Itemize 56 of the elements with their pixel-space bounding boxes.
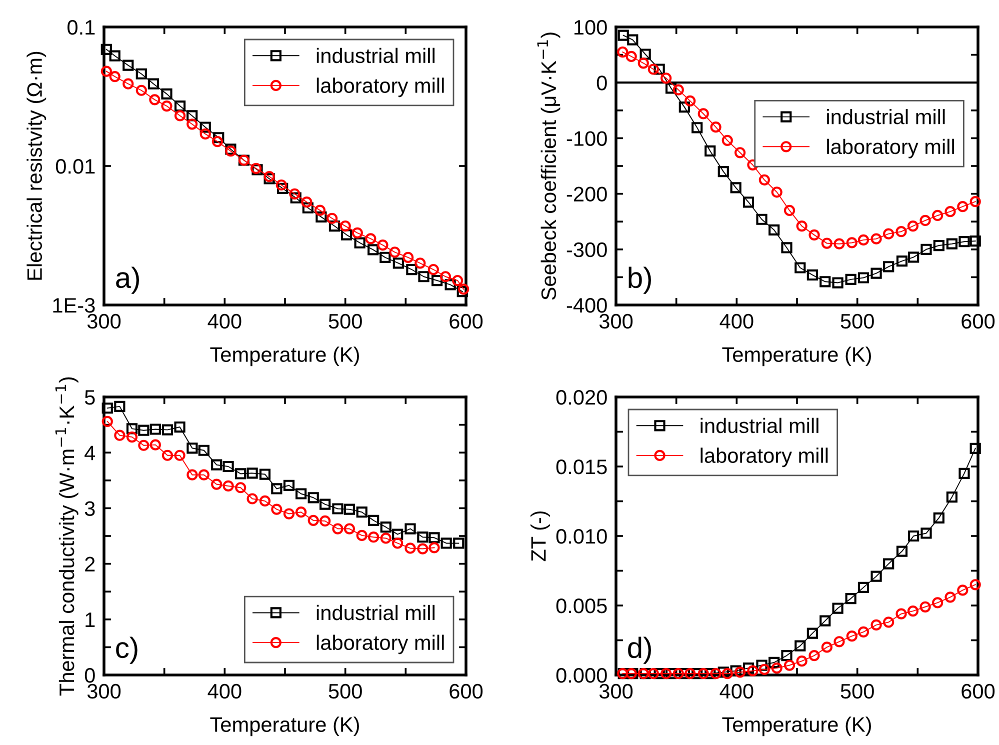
y-tick-label: -300: [566, 242, 607, 258]
y-tick-label: -400: [566, 298, 607, 313]
annotation: b): [628, 266, 651, 294]
x-tick-label: 400: [208, 684, 242, 699]
y-tick-label: 1: [86, 612, 95, 627]
legend-label: laboratory mill: [827, 138, 954, 158]
legend-label: laboratory mill: [316, 78, 444, 98]
x-tick-label: 600: [450, 314, 483, 329]
y-tick-label: 0.020: [556, 390, 607, 405]
x-tick-label: 400: [208, 314, 242, 329]
x-tick-label: 300: [599, 684, 633, 699]
legend-label: industrial mill: [700, 418, 818, 434]
y-tick-label: 4: [84, 446, 96, 460]
y-tick-label: 1E-3: [53, 298, 95, 313]
legend-label: laboratory mill: [700, 448, 828, 468]
x-tick-label: 300: [87, 684, 121, 699]
x-axis-title: Temperature (K): [722, 346, 871, 366]
x-tick-label: 500: [328, 314, 362, 329]
y-tick-label: 0: [596, 76, 607, 90]
x-tick-label: 600: [450, 684, 483, 699]
y-tick-label: 100: [574, 20, 607, 35]
x-tick-label: 600: [962, 314, 995, 329]
y-tick-label: 3: [84, 501, 95, 516]
y-tick-label: 5: [84, 390, 95, 405]
y-tick-label: -100: [566, 131, 607, 146]
y-axis-title: Electrical resistvity (Ω·m): [26, 52, 46, 280]
annotation: d): [628, 636, 651, 664]
y-axis-title: Seebeck coefficient (μV·K$^{−1}$): [537, 32, 560, 300]
y-tick-label: 0.005: [556, 598, 607, 614]
y-axis-title: Thermal conductivity (W·m$^{−1}$·K$^{−1}$): [55, 377, 78, 696]
x-tick-label: 300: [87, 314, 121, 329]
legend-label: industrial mill: [316, 604, 435, 620]
x-axis-title: Temperature (K): [210, 346, 359, 366]
legend-label: industrial mill: [827, 108, 945, 124]
y-tick-label: 0.010: [556, 529, 607, 544]
x-tick-label: 600: [962, 684, 995, 699]
y-tick-label: -200: [566, 186, 607, 202]
x-tick-label: 500: [328, 684, 362, 699]
y-tick-label: 0.000: [556, 668, 607, 683]
legend-label: industrial mill: [316, 48, 435, 64]
annotation: c): [116, 636, 138, 664]
y-tick-label: 0.01: [56, 159, 95, 174]
x-tick-label: 500: [840, 684, 874, 699]
y-tick-label: 2: [85, 556, 95, 572]
x-axis-title: Temperature (K): [210, 716, 359, 736]
x-tick-label: 400: [720, 684, 754, 699]
x-tick-label: 500: [840, 314, 874, 329]
y-tick-label: 0.015: [556, 460, 607, 474]
x-tick-label: 300: [599, 314, 633, 329]
y-axis-title: ZT (-): [530, 511, 550, 562]
legend-label: laboratory mill: [316, 634, 444, 654]
y-tick-label: 0: [84, 668, 95, 683]
annotation: a): [116, 266, 139, 294]
x-tick-label: 400: [720, 314, 754, 329]
y-tick-label: 0.1: [68, 20, 95, 35]
x-axis-title: Temperature (K): [722, 716, 871, 736]
